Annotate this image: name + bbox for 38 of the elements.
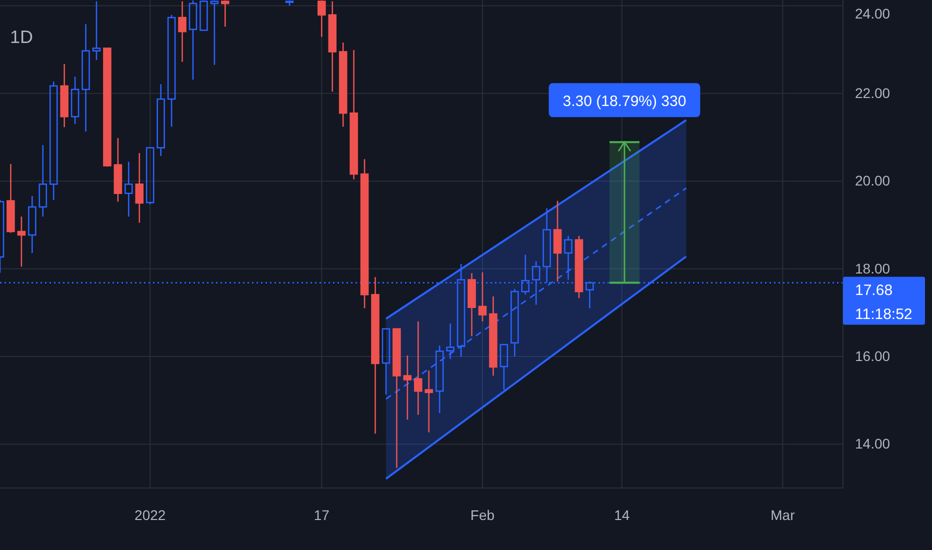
candlestick [338, 42, 348, 128]
ref-line-label: 17.68 [855, 282, 893, 299]
x-tick-label: 14 [614, 506, 630, 523]
text: 1D [10, 27, 34, 47]
annotation: 3.30 (18.79%) 330 [562, 93, 686, 110]
y-tick-label: 16.00 [855, 348, 890, 364]
y-tick-label: 18.00 [855, 260, 890, 276]
y-tick-label: 22.00 [855, 84, 890, 101]
candlestick [328, 0, 337, 92]
y-tick-label: 14.00 [855, 436, 890, 452]
candlestick [28, 195, 36, 254]
x-tick-label: Feb [470, 506, 495, 523]
x-tick-label: 17 [314, 506, 330, 523]
candlestick [446, 322, 454, 360]
x-tick-label: 2022 [134, 506, 166, 523]
x-tick-label: Mar [770, 506, 796, 523]
candlestick [82, 23, 90, 132]
candlestick [92, 0, 101, 61]
candlestick [424, 370, 434, 433]
candlestick [553, 200, 562, 282]
candlestick [178, 0, 186, 62]
candlestick [360, 158, 369, 309]
candlestick [38, 144, 48, 218]
candlestick [371, 276, 380, 434]
text: 11:18:52 [855, 306, 912, 323]
candlestick [124, 161, 133, 218]
candlestick [468, 272, 476, 337]
candlestick [60, 63, 68, 128]
candlestick [49, 80, 58, 201]
candlestick [156, 84, 165, 157]
candlestick [489, 296, 498, 376]
y-tick-label: 24.00 [855, 5, 890, 22]
y-tick-label: 20.00 [855, 172, 890, 189]
candlestick [350, 49, 358, 180]
candlestick [414, 320, 422, 416]
candlestick [403, 354, 412, 420]
candlestick [135, 152, 144, 224]
candlestick [17, 216, 26, 268]
